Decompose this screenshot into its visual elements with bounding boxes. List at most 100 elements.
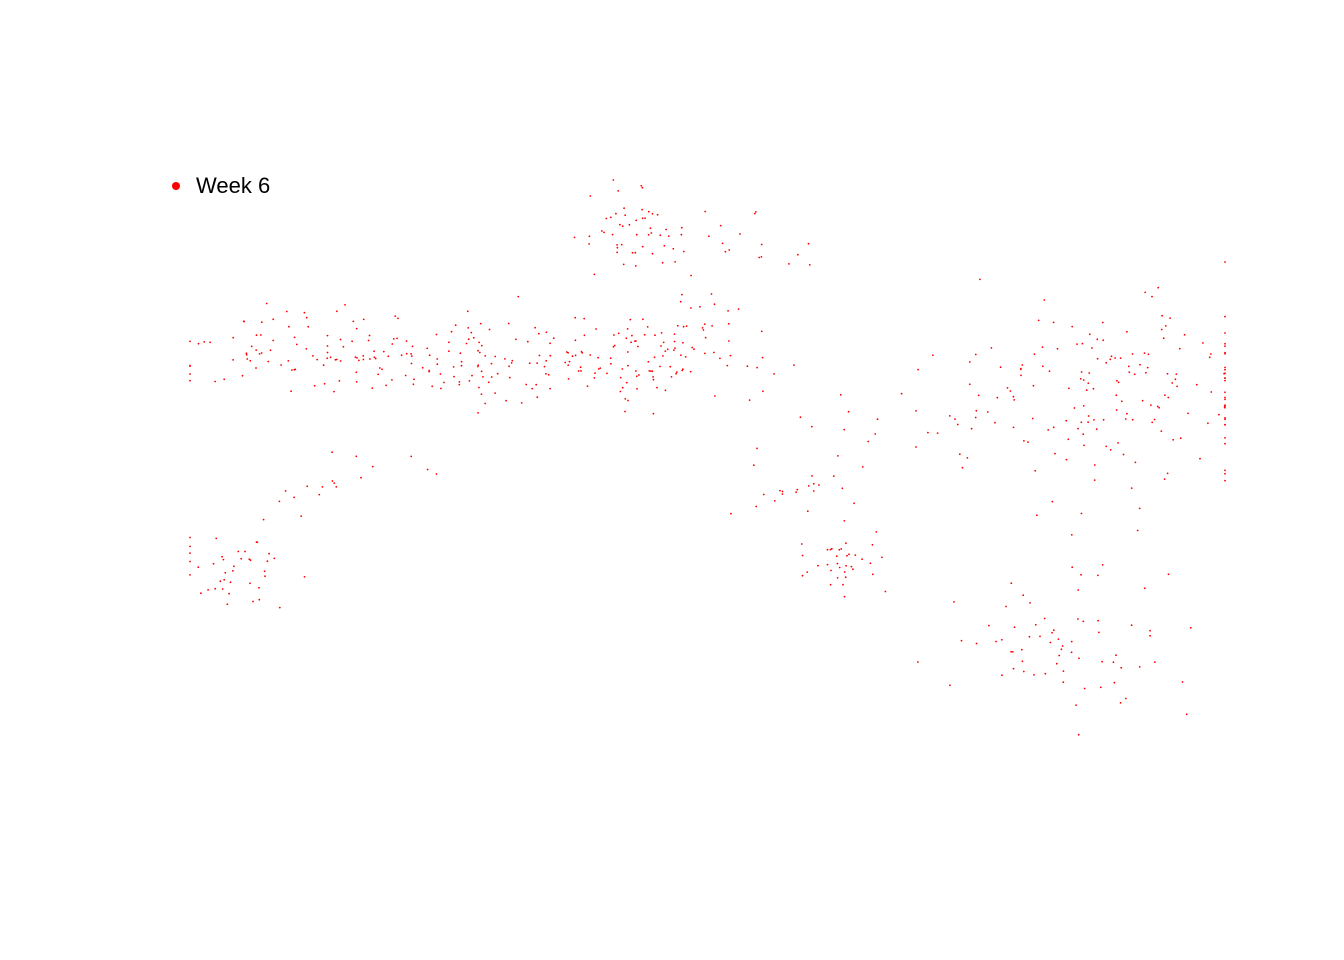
data-point: [1156, 405, 1159, 408]
data-point: [344, 304, 346, 306]
data-point: [1012, 395, 1015, 398]
data-point: [936, 432, 939, 434]
data-point: [1122, 453, 1125, 456]
data-point: [1083, 444, 1085, 447]
data-point: [245, 353, 248, 356]
data-point: [830, 569, 832, 572]
data-point: [200, 592, 202, 595]
data-point: [826, 563, 829, 566]
data-point: [460, 360, 463, 363]
data-point: [440, 387, 442, 390]
data-point: [621, 225, 624, 228]
data-point: [846, 554, 848, 557]
data-point: [334, 358, 337, 361]
data-point: [538, 354, 541, 357]
data-point: [662, 341, 665, 344]
data-point: [1041, 346, 1044, 348]
data-point: [994, 421, 996, 424]
data-point: [704, 210, 707, 213]
data-point: [663, 244, 666, 247]
data-point: [1067, 438, 1070, 441]
data-point: [714, 395, 716, 397]
data-point: [536, 362, 538, 364]
data-point: [659, 234, 662, 237]
data-point: [336, 310, 338, 313]
data-point: [268, 552, 270, 555]
data-point: [404, 374, 407, 377]
data-point: [634, 265, 637, 267]
data-point: [392, 338, 395, 340]
data-point: [659, 365, 661, 368]
data-point: [443, 381, 445, 384]
data-point: [631, 251, 634, 254]
data-point: [1202, 342, 1204, 344]
data-point: [621, 386, 624, 389]
data-point: [752, 464, 755, 467]
data-point: [568, 360, 571, 363]
data-point: [977, 394, 980, 397]
data-point: [641, 245, 644, 248]
data-point: [624, 410, 626, 413]
data-point: [1224, 396, 1226, 399]
data-point: [627, 399, 629, 402]
data-point: [628, 223, 631, 226]
data-point: [948, 415, 951, 417]
data-point: [1070, 640, 1073, 643]
data-point: [1031, 417, 1034, 420]
data-point: [1032, 384, 1035, 387]
data-point: [652, 412, 655, 415]
data-point: [250, 345, 253, 348]
data-point: [278, 606, 281, 609]
data-point: [508, 365, 510, 368]
data-point: [626, 351, 629, 353]
data-point: [303, 576, 306, 578]
data-point: [189, 552, 191, 554]
data-point: [652, 378, 655, 381]
data-point: [373, 350, 375, 353]
data-point: [999, 366, 1002, 369]
data-point: [613, 344, 616, 347]
data-point: [333, 482, 336, 484]
data-point: [664, 350, 667, 352]
data-point: [387, 355, 390, 358]
data-point: [490, 362, 493, 365]
data-point: [641, 217, 644, 220]
data-point: [260, 321, 263, 324]
data-point: [1134, 461, 1137, 464]
data-point: [853, 502, 855, 505]
data-point: [843, 595, 846, 598]
data-point: [703, 323, 706, 325]
data-point: [643, 333, 646, 336]
data-point: [318, 493, 321, 496]
data-point: [526, 340, 529, 343]
data-point: [1178, 347, 1181, 350]
data-point: [249, 559, 252, 562]
data-point: [381, 368, 383, 371]
data-point: [676, 371, 678, 373]
data-point: [377, 373, 380, 376]
data-point: [467, 338, 470, 341]
data-point: [355, 327, 358, 330]
data-point: [616, 246, 619, 249]
data-point: [841, 487, 844, 490]
data-point: [413, 378, 415, 381]
data-point: [1224, 472, 1226, 475]
data-point: [567, 378, 570, 380]
data-point: [807, 485, 810, 487]
data-point: [1133, 373, 1136, 376]
data-point: [229, 581, 232, 584]
data-point: [974, 416, 977, 419]
data-point: [1075, 704, 1077, 706]
data-point: [854, 554, 857, 556]
data-point: [701, 327, 704, 329]
data-point: [291, 369, 293, 371]
data-point: [1076, 343, 1078, 345]
data-point: [1210, 353, 1212, 355]
data-point: [1176, 385, 1178, 388]
data-point: [1109, 449, 1112, 451]
data-point: [484, 402, 487, 405]
data-point: [1149, 629, 1151, 632]
data-point: [871, 543, 874, 546]
data-point: [355, 371, 358, 374]
data-point: [869, 562, 872, 565]
